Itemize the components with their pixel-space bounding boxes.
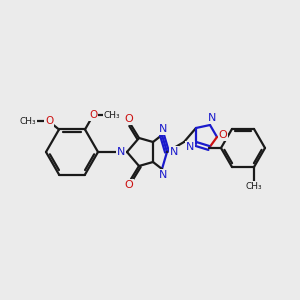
- Text: N: N: [117, 147, 125, 157]
- Text: CH₃: CH₃: [104, 111, 120, 120]
- Text: O: O: [45, 116, 53, 127]
- Text: N: N: [159, 124, 167, 134]
- Text: O: O: [89, 110, 97, 121]
- Text: N: N: [208, 113, 216, 123]
- Text: CH₃: CH₃: [20, 117, 36, 126]
- Text: N: N: [170, 147, 178, 157]
- Text: O: O: [124, 180, 134, 190]
- Text: CH₃: CH₃: [246, 182, 262, 190]
- Text: N: N: [186, 142, 194, 152]
- Text: O: O: [124, 114, 134, 124]
- Text: O: O: [219, 130, 227, 140]
- Text: N: N: [159, 170, 167, 180]
